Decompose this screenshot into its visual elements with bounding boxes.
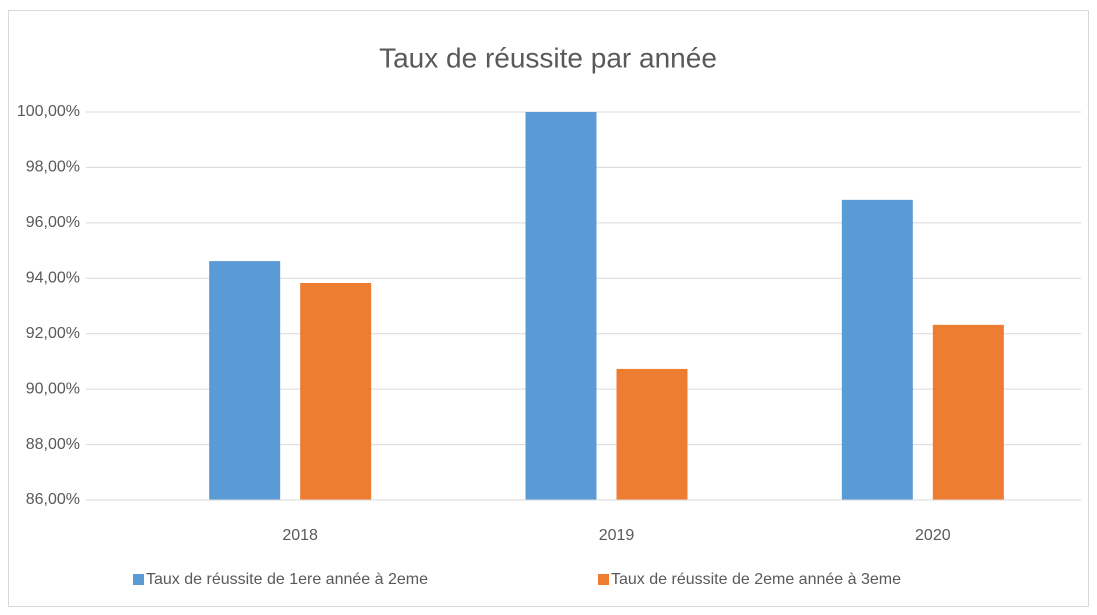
bar — [932, 324, 1004, 500]
x-tick-label: 2018 — [282, 527, 318, 544]
bar — [209, 261, 281, 500]
legend-label: Taux de réussite de 2eme année à 3eme — [611, 571, 901, 588]
y-tick-label: 88,00% — [26, 436, 80, 453]
y-tick-label: 96,00% — [26, 214, 80, 231]
y-tick-label: 90,00% — [26, 380, 80, 397]
x-tick-label: 2020 — [915, 527, 951, 544]
bar — [841, 199, 913, 500]
chart-title: Taux de réussite par année — [379, 42, 717, 73]
legend-swatch — [133, 574, 144, 585]
x-tick-label: 2019 — [599, 527, 635, 544]
y-tick-label: 92,00% — [26, 325, 80, 342]
y-tick-label: 98,00% — [26, 159, 80, 176]
bar — [300, 282, 372, 500]
bar — [616, 368, 688, 500]
y-tick-label: 94,00% — [26, 270, 80, 287]
legend-swatch — [598, 574, 609, 585]
y-tick-label: 86,00% — [26, 491, 80, 508]
legend-label: Taux de réussite de 1ere année à 2eme — [146, 571, 428, 588]
y-tick-label: 100,00% — [17, 103, 80, 120]
bar — [525, 112, 597, 500]
